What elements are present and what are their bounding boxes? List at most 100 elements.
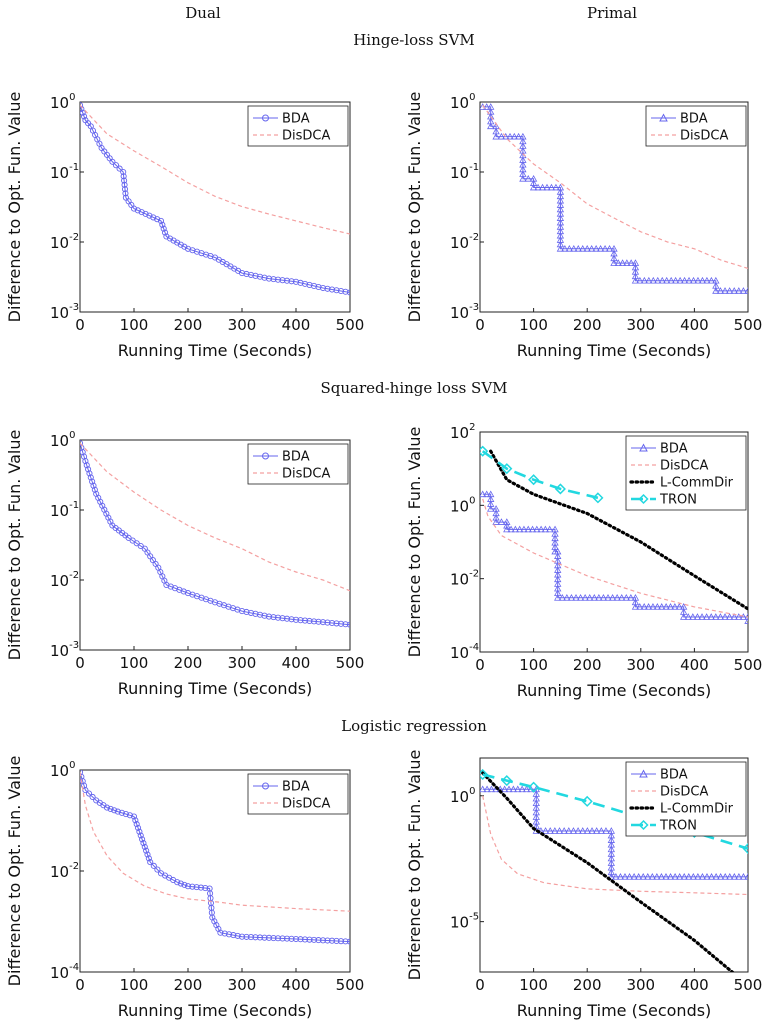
data-point: [556, 218, 565, 226]
plot-frame: [479, 757, 749, 973]
data-point: [605, 244, 614, 252]
series-bda: [480, 103, 748, 294]
data-point: [480, 785, 487, 793]
series-l-commdir: [481, 771, 735, 972]
data-point: [142, 210, 149, 217]
legend-marker: [639, 443, 648, 452]
data-point: [556, 244, 565, 252]
x-tick-label: 500: [734, 976, 763, 994]
data-point: [483, 785, 491, 793]
x-tick-label: 500: [336, 976, 365, 994]
data-point: [587, 244, 596, 252]
series-line: [482, 106, 748, 292]
data-point: [735, 873, 743, 880]
row-title-hinge: Hinge-loss SVM: [353, 31, 475, 49]
data-point: [315, 618, 322, 625]
series-disdca: [80, 104, 350, 235]
y-axis-label: Difference to Opt. Fun. Value: [405, 92, 424, 323]
data-point: [675, 603, 683, 610]
x-tick-label: 100: [120, 316, 149, 334]
data-point: [146, 212, 153, 219]
data-point: [579, 827, 587, 834]
data-point: [492, 518, 500, 525]
data-point: [132, 817, 139, 824]
data-point: [588, 827, 596, 834]
data-point: [197, 884, 205, 891]
data-point: [671, 276, 680, 284]
data-point: [503, 518, 511, 525]
data-point: [492, 509, 500, 517]
y-tick-label: 100: [450, 786, 475, 806]
series-bda: [480, 490, 748, 624]
data-point: [265, 275, 273, 282]
data-point: [560, 827, 568, 834]
data-point: [579, 244, 587, 252]
data-point: [346, 938, 350, 945]
series-bda: [80, 102, 350, 296]
legend-label: BDA: [282, 780, 310, 795]
data-point: [583, 827, 592, 834]
y-tick-label: 10-1: [50, 500, 79, 520]
data-point: [574, 244, 582, 252]
data-point: [118, 809, 125, 816]
data-point: [698, 873, 707, 880]
data-point: [561, 244, 569, 252]
x-tick-label: 200: [174, 976, 203, 994]
series-line: [481, 450, 599, 500]
x-tick-label: 100: [519, 656, 548, 674]
data-point: [144, 851, 151, 858]
data-point: [551, 538, 559, 546]
plot-frame: [479, 101, 749, 313]
legend: BDA DisDCA: [247, 773, 349, 815]
data-point: [346, 289, 350, 296]
data-point: [143, 847, 150, 854]
data-point: [596, 244, 605, 252]
data-point: [230, 932, 237, 939]
y-tick-label: 100: [50, 430, 75, 450]
data-point: [129, 537, 136, 544]
data-point: [556, 196, 565, 204]
legend-label: BDA: [660, 768, 688, 783]
data-point: [252, 934, 259, 941]
data-point: [483, 490, 491, 498]
data-point: [159, 221, 166, 228]
y-axis-label: Difference to Opt. Fun. Value: [405, 750, 424, 981]
data-point: [328, 937, 336, 944]
data-point: [126, 812, 133, 819]
data-point: [599, 594, 608, 601]
data-point: [497, 132, 506, 140]
data-point: [625, 873, 634, 880]
data-point: [698, 276, 707, 284]
data-point: [483, 103, 491, 110]
data-point: [631, 603, 640, 610]
data-point: [297, 279, 304, 286]
data-point: [243, 608, 250, 616]
data-point: [703, 276, 711, 284]
data-point: [500, 785, 509, 793]
data-point: [252, 272, 259, 279]
data-point: [680, 276, 689, 284]
y-tick-label: 10-1: [450, 162, 479, 182]
data-point: [492, 513, 500, 521]
legend-marker: [262, 114, 269, 122]
data-point: [310, 618, 318, 625]
x-axis-label: Running Time (Seconds): [517, 681, 712, 700]
data-point: [565, 827, 573, 834]
data-point: [721, 873, 729, 880]
data-point: [130, 205, 138, 212]
legend-box: [247, 773, 349, 815]
legend-label: DisDCA: [282, 797, 330, 812]
x-tick-label: 300: [626, 316, 655, 334]
data-point: [551, 534, 559, 542]
x-tick-label: 500: [336, 316, 365, 334]
data-point: [574, 827, 582, 834]
data-point: [563, 594, 571, 601]
data-point: [333, 937, 340, 945]
data-point: [121, 181, 128, 188]
data-point: [556, 209, 565, 217]
legend-box: [247, 105, 349, 147]
data-point: [279, 615, 286, 622]
